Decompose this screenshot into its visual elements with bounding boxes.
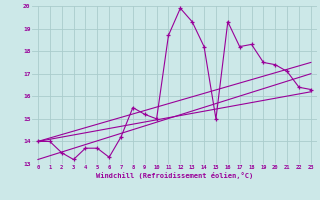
X-axis label: Windchill (Refroidissement éolien,°C): Windchill (Refroidissement éolien,°C)	[96, 172, 253, 179]
